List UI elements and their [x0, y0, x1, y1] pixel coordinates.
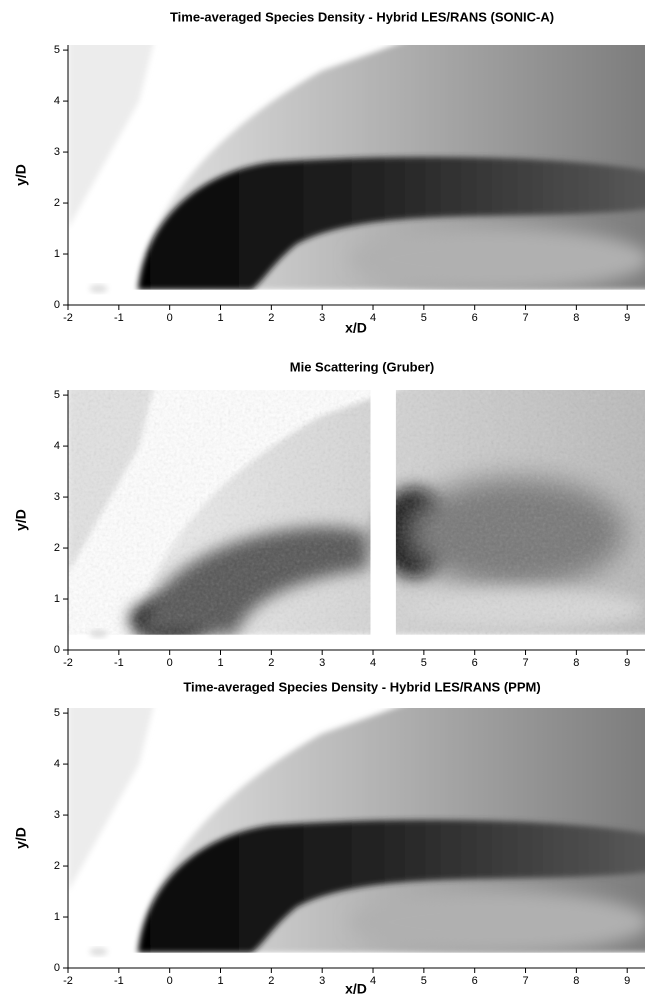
panel: Time-averaged Species Density - Hybrid L…	[13, 9, 645, 336]
field-image	[68, 45, 645, 305]
x-tick-label: -1	[114, 312, 124, 324]
x-tick-label: 0	[167, 975, 173, 987]
x-tick-label: 9	[624, 657, 630, 669]
x-tick-label: -1	[114, 657, 124, 669]
chart-title: Time-averaged Species Density - Hybrid L…	[170, 9, 554, 24]
x-tick-label: 5	[421, 657, 427, 669]
panel: Mie Scattering (Gruber) 0 1 2 3 4 5 -2 -1 0 1 2 3 4 5 6…	[13, 359, 645, 669]
y-axis-label: y/D	[13, 827, 29, 849]
x-tick-label: 7	[522, 312, 528, 324]
y-tick-label: 2	[54, 542, 60, 554]
x-tick-label: 4	[370, 657, 376, 669]
x-tick-label: -2	[63, 657, 73, 669]
x-tick-label: 8	[573, 312, 579, 324]
x-tick-label: 9	[624, 975, 630, 987]
x-tick-label: 4	[370, 975, 376, 987]
x-tick-label: 5	[421, 975, 427, 987]
x-tick-label: -1	[114, 975, 124, 987]
x-axis-label: x/D	[345, 320, 367, 336]
x-tick-label: 1	[217, 312, 223, 324]
y-tick-label: 4	[54, 440, 60, 452]
field-image	[68, 708, 645, 968]
x-tick-label: 5	[421, 312, 427, 324]
y-tick-label: 3	[54, 491, 60, 503]
x-tick-label: 3	[319, 312, 325, 324]
y-tick-label: 5	[54, 707, 60, 719]
x-axis-label: x/D	[345, 981, 367, 997]
y-tick-label: 0	[54, 299, 60, 311]
chart-title: Time-averaged Species Density - Hybrid L…	[183, 679, 540, 694]
y-tick-label: 0	[54, 644, 60, 656]
y-tick-label: 4	[54, 758, 60, 770]
x-tick-label: 4	[370, 312, 376, 324]
field-image	[68, 390, 645, 650]
y-axis-label: y/D	[13, 509, 29, 531]
x-tick-label: 0	[167, 312, 173, 324]
x-tick-label: 0	[167, 657, 173, 669]
y-tick-label: 3	[54, 146, 60, 158]
y-tick-label: 2	[54, 197, 60, 209]
y-tick-label: 5	[54, 44, 60, 56]
x-tick-label: 2	[268, 657, 274, 669]
y-tick-label: 4	[54, 95, 60, 107]
x-tick-label: 3	[319, 657, 325, 669]
y-tick-label: 1	[54, 593, 60, 605]
y-tick-label: 1	[54, 911, 60, 923]
x-tick-label: -2	[63, 975, 73, 987]
y-axis-label: y/D	[13, 164, 29, 186]
y-tick-label: 2	[54, 860, 60, 872]
y-tick-label: 0	[54, 962, 60, 974]
panel: Time-averaged Species Density - Hybrid L…	[13, 679, 645, 997]
x-tick-label: 8	[573, 657, 579, 669]
y-tick-label: 5	[54, 389, 60, 401]
chart-title: Mie Scattering (Gruber)	[290, 359, 434, 374]
y-tick-label: 3	[54, 809, 60, 821]
x-tick-label: 1	[217, 657, 223, 669]
x-tick-label: 6	[472, 975, 478, 987]
x-tick-label: 6	[472, 312, 478, 324]
x-tick-label: 7	[522, 975, 528, 987]
x-tick-label: 2	[268, 312, 274, 324]
x-tick-label: 7	[522, 657, 528, 669]
x-tick-label: 9	[624, 312, 630, 324]
x-tick-label: 8	[573, 975, 579, 987]
x-tick-label: 2	[268, 975, 274, 987]
x-tick-label: 3	[319, 975, 325, 987]
x-tick-label: -2	[63, 312, 73, 324]
y-tick-label: 1	[54, 248, 60, 260]
x-tick-label: 6	[472, 657, 478, 669]
x-tick-label: 1	[217, 975, 223, 987]
